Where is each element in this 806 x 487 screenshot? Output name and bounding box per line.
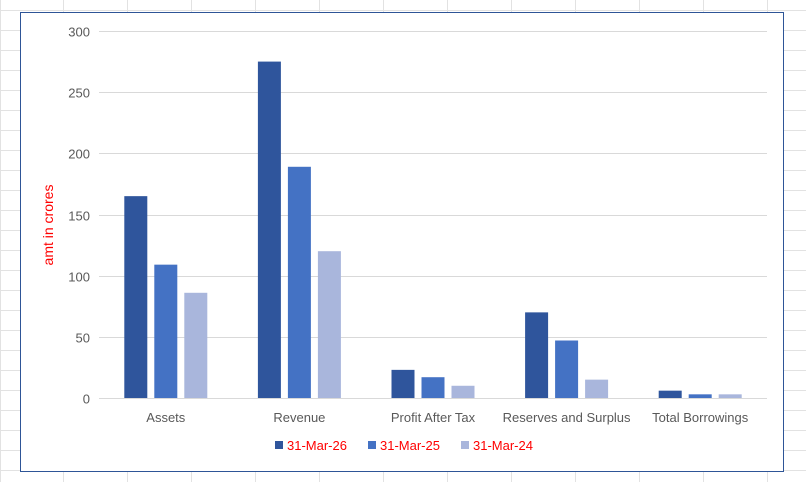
y-tick-label: 300 (68, 25, 90, 40)
bar (391, 369, 415, 398)
y-tick-label: 100 (68, 270, 90, 285)
gridlines (99, 31, 767, 399)
legend-swatch (368, 441, 376, 449)
y-tick-label: 0 (83, 392, 90, 407)
bar (421, 377, 445, 398)
y-tick-label: 200 (68, 147, 90, 162)
bar (525, 312, 549, 398)
bar (658, 390, 682, 398)
x-category-label: Profit After Tax (391, 410, 476, 425)
x-category-label: Revenue (273, 410, 325, 425)
bar (257, 61, 281, 398)
bar (718, 394, 742, 398)
bar (184, 292, 208, 398)
legend-label: 31-Mar-26 (287, 438, 347, 453)
bar (688, 394, 712, 398)
legend-swatch (275, 441, 283, 449)
x-category-label: Reserves and Surplus (503, 410, 631, 425)
x-category-label: Total Borrowings (652, 410, 749, 425)
bar (154, 264, 178, 398)
bar (124, 196, 148, 398)
legend: 31-Mar-26 31-Mar-25 31-Mar-24 (275, 438, 533, 453)
y-tick-label: 50 (76, 331, 90, 346)
x-category-label: Assets (146, 410, 186, 425)
bar (317, 251, 341, 398)
legend-label: 31-Mar-25 (380, 438, 440, 453)
bar (555, 340, 579, 398)
chart-frame[interactable]: 0 50 100 150 200 250 300 Assets Revenue Profit A… (20, 12, 784, 472)
y-tick-label: 150 (68, 209, 90, 224)
bar (451, 385, 475, 398)
y-axis-label: amt in crores (40, 185, 56, 266)
y-axis-ticks: 0 50 100 150 200 250 300 (68, 25, 90, 407)
bar-chart: 0 50 100 150 200 250 300 Assets Revenue Profit A… (40, 25, 767, 453)
y-tick-label: 250 (68, 86, 90, 101)
bar (287, 166, 311, 398)
x-axis-labels: Assets Revenue Profit After Tax Reserves an… (146, 410, 748, 425)
bars (124, 61, 742, 398)
legend-swatch (461, 441, 469, 449)
bar (585, 379, 609, 398)
legend-label: 31-Mar-24 (473, 438, 533, 453)
